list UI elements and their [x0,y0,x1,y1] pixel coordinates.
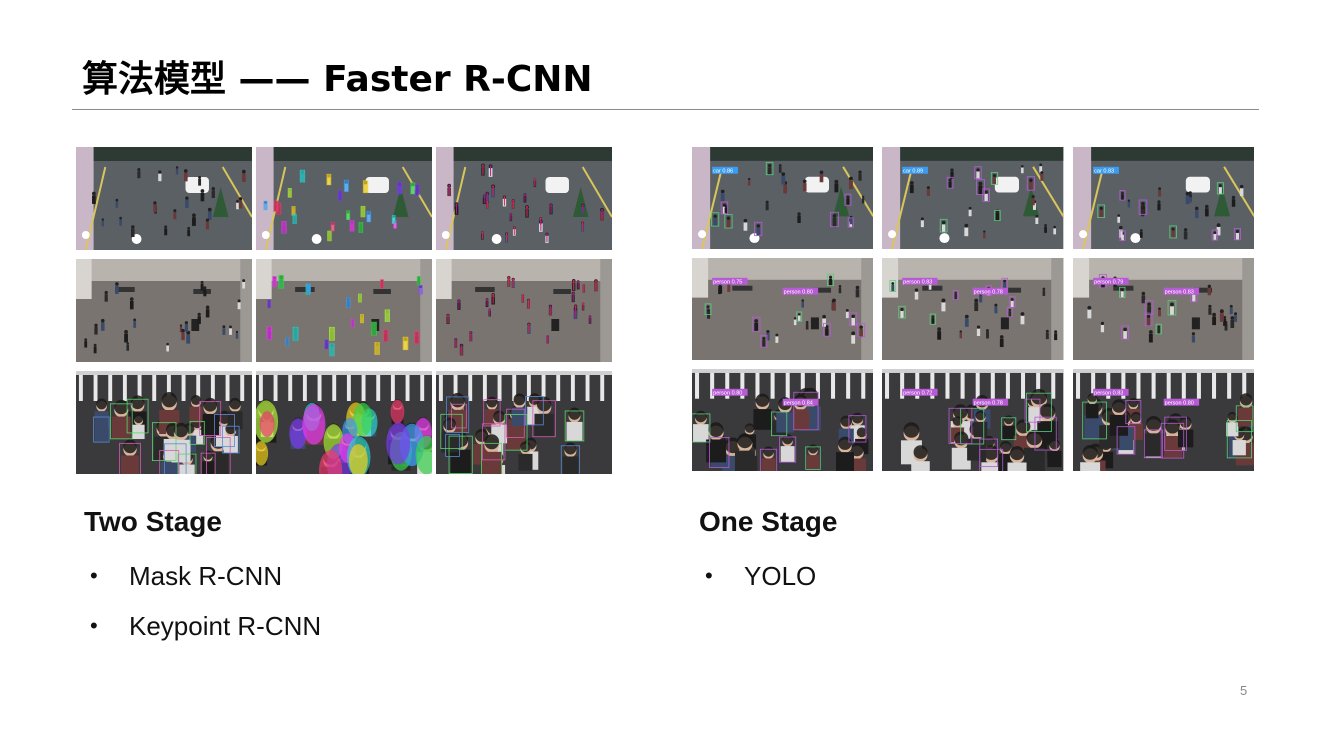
bullet-dot-icon: • [705,563,713,588]
scene-illustration [256,259,432,362]
scene-illustration [256,371,432,474]
page-number: 5 [1240,683,1248,698]
bullet-text: YOLO [744,561,817,591]
detection-label: person 0.79 [1094,280,1123,286]
detection-label: person 0.72 [903,391,932,397]
scene-illustration: person 0.80 person 0.84 [692,369,874,471]
scene-illustration: car 0.86 [692,147,874,249]
title-divider [72,109,1259,110]
detection-label: person 0.80 [1164,401,1193,407]
two-stage-bullet-list: • Mask R-CNN • Keypoint R-CNN [84,561,321,661]
yolo-result-image: person 0.75 person 0.80 [692,258,874,360]
bullet-text: Keypoint R-CNN [129,611,322,641]
two-stage-result-image [256,371,432,474]
yolo-result-image: person 0.72 person 0.78 [882,369,1064,471]
one-stage-bullet-list: • YOLO [699,561,816,611]
two-stage-image-grid [76,147,612,474]
one-stage-image-grid: car 0.86 car 0.89 car 0.83 person 0.75 perso… [692,147,1254,473]
yolo-result-image: person 0.83 person 0.80 [1072,369,1254,471]
detection-label: person 0.78 [974,290,1003,296]
detection-label: car 0.83 [1094,169,1114,175]
two-stage-heading: Two Stage [84,506,222,537]
scene-illustration [76,371,252,474]
one-stage-heading: One Stage [699,506,838,537]
yolo-result-image: car 0.86 [692,147,874,249]
detection-label: person 0.84 [784,401,813,407]
scene-illustration [76,259,252,362]
two-stage-result-image [76,259,252,362]
two-stage-result-image [256,147,432,250]
slide-title: 算法模型 —— Faster R-CNN [82,59,593,100]
scene-illustration [436,147,612,250]
yolo-result-image: car 0.89 [882,147,1064,249]
two-stage-result-image [76,147,252,250]
detection-label: person 0.83 [1164,290,1193,296]
two-stage-result-image [436,147,612,250]
two-stage-result-image [76,371,252,474]
scene-illustration: person 0.79 person 0.83 [1072,258,1254,360]
two-stage-result-image [256,259,432,362]
bullet-item: • Mask R-CNN [84,561,321,611]
bullet-item: • Keypoint R-CNN [84,611,321,661]
scene-illustration: person 0.72 person 0.78 [882,369,1064,471]
detection-label: car 0.89 [903,169,923,175]
detection-label: car 0.86 [713,169,733,175]
bullet-dot-icon: • [90,563,98,588]
scene-illustration [76,147,252,250]
detection-label: person 0.75 [713,280,742,286]
detection-label: person 0.83 [903,280,932,286]
scene-illustration: person 0.83 person 0.80 [1072,369,1254,471]
scene-illustration: person 0.83 person 0.78 [882,258,1064,360]
yolo-result-image: car 0.83 [1072,147,1254,249]
scene-illustration: car 0.83 [1072,147,1254,249]
detection-label: person 0.80 [713,391,742,397]
bullet-item: • YOLO [699,561,816,611]
scene-illustration: car 0.89 [882,147,1064,249]
two-stage-result-image [436,259,612,362]
scene-illustration [256,147,432,250]
scene-illustration [436,371,612,474]
bullet-text: Mask R-CNN [129,561,283,591]
bullet-dot-icon: • [90,613,98,638]
yolo-result-image: person 0.80 person 0.84 [692,369,874,471]
detection-label: person 0.80 [784,290,813,296]
yolo-result-image: person 0.79 person 0.83 [1072,258,1254,360]
scene-illustration: person 0.75 person 0.80 [692,258,874,360]
detection-label: person 0.83 [1094,391,1123,397]
detection-label: person 0.78 [974,401,1003,407]
yolo-result-image: person 0.83 person 0.78 [882,258,1064,360]
two-stage-result-image [436,371,612,474]
scene-illustration [436,259,612,362]
